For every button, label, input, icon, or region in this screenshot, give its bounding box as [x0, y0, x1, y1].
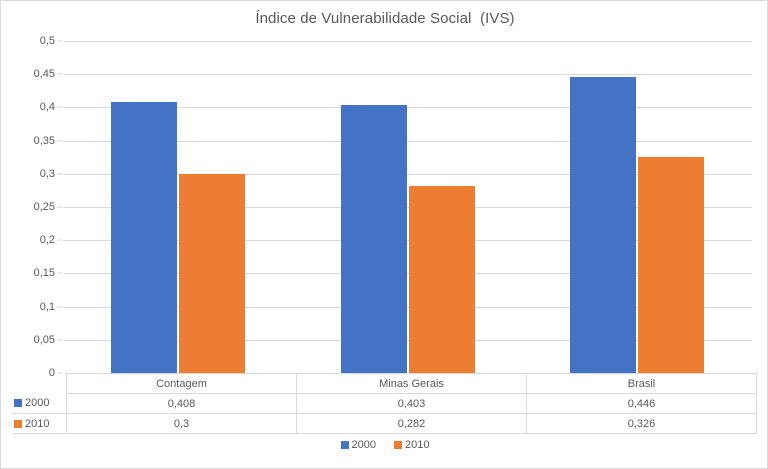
bar-2000-contagem[interactable] — [110, 102, 177, 373]
y-axis-tick-label: 0,2 — [39, 234, 55, 247]
data-table-body: Contagem Minas Gerais Brasil 2000 0,408 0,403… — [12, 373, 757, 434]
y-axis: 0 0,05 0,1 0,15 0,2 0,25 0,3 0,35 0,4 0,45 0,5 — [1, 35, 62, 379]
table-cell: 0,403 — [296, 393, 527, 414]
table-column-header: Contagem — [66, 373, 297, 394]
table-cell: 0,408 — [66, 393, 297, 414]
table-column-header: Brasil — [526, 373, 757, 394]
y-axis-tick-mark — [57, 239, 62, 241]
bar-2000-minas-gerais[interactable] — [340, 105, 407, 373]
table-series-label: 2010 — [12, 413, 67, 434]
table-row: 2010 0,3 0,282 0,326 — [12, 413, 757, 434]
y-axis-tick-mark — [57, 339, 62, 341]
gridline — [63, 41, 752, 42]
legend-item-2000[interactable]: 2000 — [340, 439, 376, 451]
bar-2010-minas-gerais[interactable] — [408, 185, 475, 373]
y-axis-tick-label: 0,15 — [33, 267, 55, 280]
gridline — [63, 306, 752, 308]
table-cell: 0,446 — [526, 393, 757, 414]
chart-title: Índice de Vulnerabilidade Social (IVS) — [255, 10, 515, 27]
y-axis-tick-mark — [57, 40, 62, 42]
gridline — [63, 207, 752, 208]
bar-2010-brasil[interactable] — [638, 156, 705, 373]
table-header-row: Contagem Minas Gerais Brasil — [12, 373, 757, 394]
y-axis-tick-label: 0,05 — [33, 333, 55, 346]
table-row: 2000 0,408 0,403 0,446 — [12, 393, 757, 414]
y-axis-tick-mark — [57, 106, 62, 108]
series-color-swatch-icon — [14, 399, 22, 408]
series-color-swatch-icon — [14, 419, 22, 428]
y-axis-tick-mark — [57, 206, 62, 208]
y-axis-tick-label: 0,1 — [39, 300, 55, 313]
legend-color-swatch-icon — [394, 441, 402, 449]
y-axis-tick-label: 0,45 — [33, 68, 55, 81]
bar-2000-brasil[interactable] — [570, 76, 637, 373]
table-series-label-text: 2010 — [25, 417, 50, 430]
table-column-header: Minas Gerais — [296, 373, 527, 394]
y-axis-tick-label: 0,5 — [39, 35, 55, 47]
legend-item-label: 2000 — [351, 439, 376, 451]
y-axis-tick-label: 0 — [48, 367, 55, 379]
table-series-label-text: 2000 — [25, 397, 50, 410]
y-axis-tick-label: 0,35 — [33, 134, 55, 147]
chart-legend: 2000 2010 — [1, 439, 767, 451]
gridline — [63, 140, 752, 142]
data-table: Contagem Minas Gerais Brasil 2000 0,408 0,403… — [12, 373, 757, 434]
gridline — [63, 107, 752, 109]
y-axis-tick-mark — [57, 272, 62, 274]
y-axis-tick-label: 0,3 — [39, 167, 55, 180]
gridline — [63, 273, 752, 275]
y-axis-tick-mark — [57, 306, 62, 308]
y-axis-tick-label: 0,4 — [39, 101, 55, 114]
y-axis-tick-label: 0,25 — [33, 201, 55, 213]
table-cell: 0,326 — [526, 413, 757, 434]
gridline — [63, 339, 752, 341]
y-axis-tick-mark — [57, 140, 62, 142]
gridline — [63, 173, 752, 175]
y-axis-tick-mark — [57, 73, 62, 75]
table-series-label: 2000 — [12, 393, 67, 414]
bar-2010-contagem[interactable] — [178, 173, 245, 373]
table-corner-cell — [12, 374, 67, 394]
table-cell: 0,282 — [296, 413, 527, 434]
gridline — [63, 240, 752, 242]
gridline — [63, 74, 752, 76]
legend-color-swatch-icon — [340, 441, 349, 449]
legend-item-2010[interactable]: 2010 — [394, 439, 429, 451]
y-axis-tick-mark — [57, 173, 62, 175]
table-cell: 0,3 — [66, 413, 297, 434]
legend-item-label: 2010 — [405, 439, 430, 451]
plot-area — [63, 41, 752, 373]
y-axis-tick-mark — [57, 372, 62, 374]
